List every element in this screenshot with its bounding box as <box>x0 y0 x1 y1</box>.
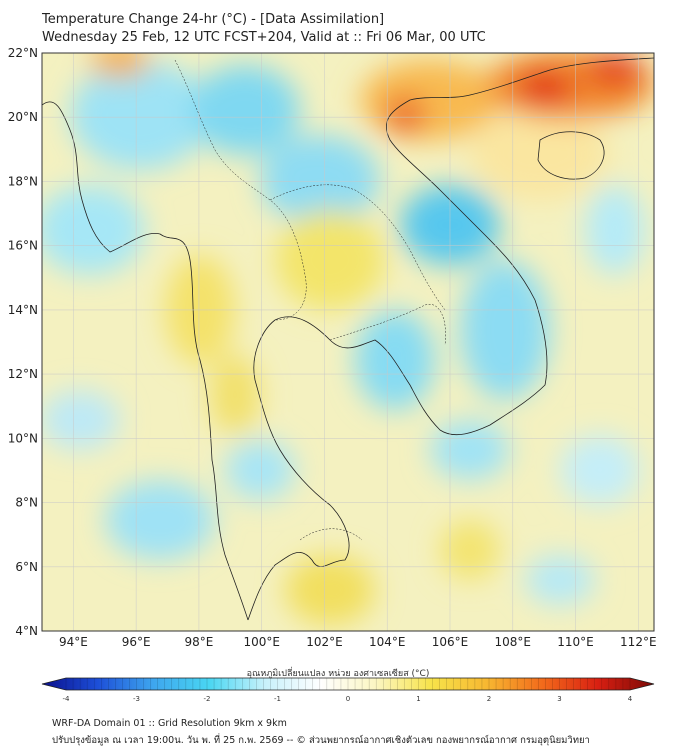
lat-label: 6°N <box>15 560 38 574</box>
colorbar-tick: 0 <box>346 695 350 703</box>
lat-label: 4°N <box>15 624 38 638</box>
lon-label: 100°E <box>243 635 280 649</box>
colorbar-tick: -4 <box>63 695 71 703</box>
colorbar-tick: 4 <box>628 695 633 703</box>
lat-label: 10°N <box>8 431 38 445</box>
colorbar-tick: -2 <box>204 695 211 703</box>
coast-west <box>42 101 249 621</box>
lon-label: 112°E <box>620 635 657 649</box>
lon-label: 98°E <box>184 635 213 649</box>
coastlines <box>42 57 654 621</box>
coast-peninsula <box>247 319 350 621</box>
footer-credit: ปรับปรุงข้อมูล ณ เวลา 19:00น. วัน พ. ที่… <box>52 735 590 746</box>
map-frame <box>41 52 655 632</box>
lat-label: 12°N <box>8 367 38 381</box>
coast-east <box>274 57 654 436</box>
lat-label: 16°N <box>8 239 38 253</box>
temperature-field <box>42 53 654 631</box>
lat-label: 14°N <box>8 303 38 317</box>
map-subtitle: Wednesday 25 Feb, 12 UTC FCST+204, Valid… <box>42 30 486 45</box>
lon-label: 104°E <box>369 635 406 649</box>
country-borders <box>174 59 446 541</box>
colorbar-tick: -3 <box>133 695 140 703</box>
lon-label: 94°E <box>59 635 88 649</box>
map-title: Temperature Change 24-hr (°C) - [Data As… <box>42 12 385 27</box>
lon-label: 106°E <box>432 635 469 649</box>
lat-label: 22°N <box>8 46 38 60</box>
lon-label: 108°E <box>495 635 532 649</box>
colorbar: -4 -3 -2 -1 0 1 2 3 4 <box>41 677 655 703</box>
border-malaysia <box>299 528 363 541</box>
colorbar-bar <box>41 677 655 691</box>
colorbar-tick: 3 <box>557 695 561 703</box>
latitude-labels: 22°N 20°N 18°N 16°N 14°N 12°N 10°N 8°N 6°N 4°N <box>8 46 38 638</box>
border-cambodia <box>329 304 446 346</box>
lat-label: 18°N <box>8 174 38 188</box>
colorbar-tick: 2 <box>487 695 491 703</box>
lon-label: 96°E <box>122 635 151 649</box>
lat-label: 20°N <box>8 110 38 124</box>
lon-label: 102°E <box>306 635 343 649</box>
longitude-labels: 94°E 96°E 98°E 100°E 102°E 104°E 106°E 108°E 110… <box>59 635 657 649</box>
lat-label: 8°N <box>15 496 38 510</box>
colorbar-tick: -1 <box>274 695 281 703</box>
colorbar-label: อุณหภูมิเปลี่ยนแปลง หน่วย องศาเซลเซียส (… <box>246 669 430 679</box>
lon-label: 110°E <box>557 635 594 649</box>
graticule <box>42 53 654 631</box>
colorbar-tick: 1 <box>416 695 420 703</box>
footer-model-info: WRF-DA Domain 01 :: Grid Resolution 9km … <box>52 718 287 729</box>
hainan-island <box>537 131 605 180</box>
